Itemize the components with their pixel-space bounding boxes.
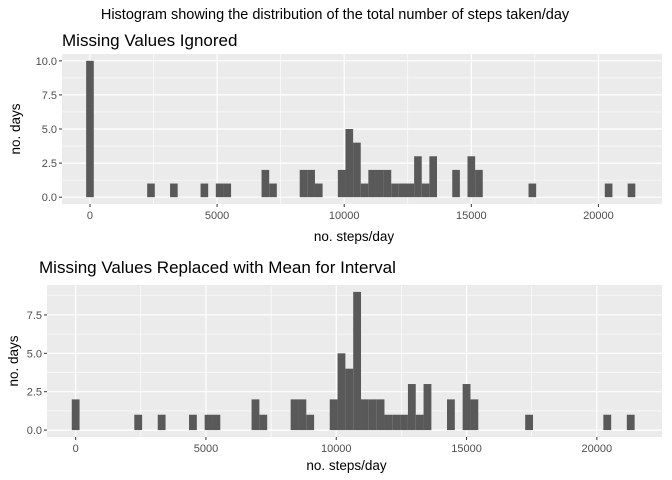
histogram-bar [134,414,143,431]
histogram-bar [259,414,268,431]
histogram-bar [414,156,422,198]
x-axis-title: no. steps/day [314,229,395,244]
histogram-bar [251,399,260,431]
histogram-bar [391,183,399,198]
histogram-bar [429,156,437,198]
histogram-bar [200,183,209,198]
histogram-bar [421,183,430,198]
histogram-bar [360,183,369,198]
histogram-bar [528,183,537,198]
y-axis-title: no. days [6,335,21,386]
x-tick-label: 5000 [194,443,218,455]
y-tick-label: 0.0 [27,425,42,437]
histogram-bar [375,169,384,198]
histogram-bar [290,399,299,431]
histogram-bar [603,414,612,431]
histogram-bar [368,169,376,198]
histogram-bar [329,399,338,431]
histogram-bar [215,183,224,198]
histogram-bar [269,183,277,198]
histogram-bar [376,399,385,431]
histogram-bar [470,399,479,431]
histogram-bar [314,183,323,198]
histogram-bar [462,384,471,431]
y-tick-label: 0.0 [42,192,57,204]
histogram-bar [306,414,315,431]
histogram-bar [353,291,362,431]
histogram-bar [204,414,213,431]
y-tick-label: 7.5 [27,310,42,322]
y-tick-label: 7.5 [42,90,57,102]
histogram-bar [406,183,415,198]
x-tick-label: 0 [87,210,93,222]
histogram-bar [383,169,392,198]
histogram-bar [525,414,534,431]
figure-title: Histogram showing the distribution of th… [101,7,570,23]
y-axis-title: no. days [8,103,23,154]
histogram-bar [400,414,408,431]
histogram-bar [407,384,416,431]
histogram-bar [261,169,270,198]
histogram-bar [345,129,354,198]
x-tick-label: 15000 [451,443,482,455]
x-tick-label: 0 [73,443,79,455]
histogram-bar [170,183,178,198]
histogram-bar [626,414,635,431]
histogram-bar [627,183,636,198]
y-tick-label: 5.0 [42,124,57,136]
histogram-bar [467,156,476,198]
y-tick-label: 2.5 [42,158,57,170]
x-tick-label: 10000 [321,443,352,455]
histogram-bar [212,414,221,431]
histogram-bar [307,169,315,198]
y-tick-label: 5.0 [27,348,42,360]
histogram-bar [157,414,166,431]
chart-missing-values-replaced: 0 5000 10000 15000 20000 0.0 2.5 5.0 7.5 Missing … [6,258,662,473]
histogram-bar [475,169,483,198]
histogram-bar [452,169,460,198]
x-tick-label: 15000 [456,210,487,222]
histogram-bar [368,399,377,431]
x-tick-label: 20000 [582,443,613,455]
histogram-bar [604,183,613,198]
chart-title: Missing Values Replaced with Mean for In… [39,258,396,277]
histogram-bar [353,142,361,198]
histogram-bar [86,60,94,198]
histogram-bar [337,353,346,431]
x-axis-title: no. steps/day [306,458,387,473]
x-tick-label: 20000 [583,210,614,222]
histogram-bar [147,183,155,198]
x-tick-label: 5000 [205,210,229,222]
histogram-bar [189,414,197,431]
histogram-bar [398,183,407,198]
x-tick-label: 10000 [329,210,360,222]
histogram-bar [361,399,369,431]
histogram-bar [447,399,455,431]
histogram-bar [223,183,232,198]
histogram-bar [415,414,424,431]
histogram-bar [423,384,432,431]
histogram-bar [384,414,393,431]
histogram-bar [299,169,308,198]
histogram-bar [298,399,307,431]
y-tick-label: 10.0 [36,56,57,68]
histogram-bar [392,414,401,431]
histogram-bar [345,368,354,431]
histogram-bar [337,169,346,198]
y-tick-label: 2.5 [27,387,42,399]
histogram-bar [71,399,80,431]
chart-title: Missing Values Ignored [62,31,237,50]
chart-missing-values-ignored: 0 5000 10000 15000 20000 0.0 2.5 5.0 7.5 10.0 Miss… [8,31,662,244]
